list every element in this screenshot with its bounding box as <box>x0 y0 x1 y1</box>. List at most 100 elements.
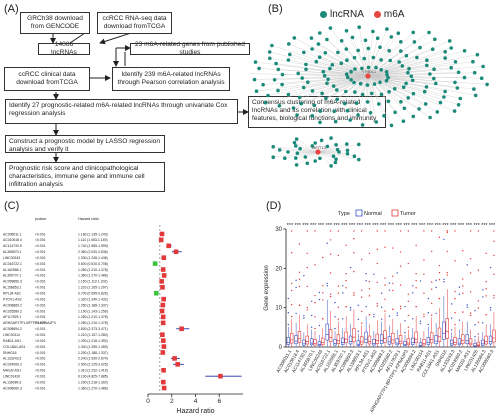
lncrna-node <box>305 161 310 166</box>
boxplot-box <box>286 337 291 345</box>
lncrna-node <box>378 45 382 49</box>
forest-gene-label: LINC00114 <box>3 333 20 337</box>
boxplot-outlier <box>306 252 308 255</box>
boxplot-outlier <box>373 316 375 318</box>
significance-stars: *** <box>294 223 301 229</box>
network-edge <box>367 54 478 77</box>
significance-stars: *** <box>302 223 309 229</box>
lncrna-node <box>418 45 422 50</box>
panel-label-a: (A) <box>4 3 19 15</box>
boxplot-outlier <box>334 327 336 330</box>
boxplot-outlier <box>469 272 472 274</box>
lncrna-node <box>473 93 478 98</box>
boxplot-outlier <box>365 272 367 275</box>
network-edge <box>334 75 369 112</box>
forest-point <box>159 308 165 314</box>
lncrna-node <box>319 138 324 143</box>
forest-hr-text: 2.240 (1.930-2.674) <box>78 357 108 361</box>
lncrna-node <box>268 56 272 61</box>
forest-x-tick-label: 0 <box>146 398 150 405</box>
lncrna-node <box>443 56 447 60</box>
boxplot-outlier <box>295 279 297 282</box>
boxplot-outlier <box>399 307 402 310</box>
lncrna-node <box>353 90 357 94</box>
boxplot-outlier <box>454 290 456 293</box>
forest-pvalue: <0.001 <box>35 292 46 296</box>
lncrna-node <box>462 75 467 80</box>
boxplot-box <box>453 337 457 345</box>
boxplot-outlier <box>314 301 316 304</box>
boxplot-outlier <box>290 282 293 285</box>
forest-gene-label: AF117829.1 <box>3 315 21 319</box>
forest-gene-label: MAGI2-AS1 <box>3 369 21 373</box>
lncrna-node <box>430 47 435 51</box>
forest-pvalue: <0.001 <box>35 333 46 337</box>
boxplot-outlier <box>399 230 402 232</box>
lncrna-node <box>379 68 383 72</box>
lncrna-node <box>412 40 417 44</box>
boxplot-box <box>422 339 426 346</box>
network-edge <box>367 50 465 77</box>
significance-stars: *** <box>411 223 418 229</box>
boxplot-outlier <box>474 310 476 312</box>
network-edge <box>288 75 369 95</box>
lncrna-node <box>344 29 349 33</box>
significance-stars: *** <box>310 223 317 229</box>
lncrna-node <box>280 72 285 77</box>
forest-hr-text: 1.280 (1.210-1.378) <box>78 321 108 325</box>
boxplot-outlier <box>380 306 383 309</box>
boxplot-outlier <box>477 300 480 302</box>
lncrna-node <box>257 66 261 71</box>
network-edge <box>350 75 369 121</box>
lncrna-node <box>393 110 397 115</box>
boxplot-outlier <box>399 284 402 286</box>
lncrna-node <box>287 42 291 46</box>
forest-pvalue: <0.001 <box>35 374 46 378</box>
boxplot-outlier <box>376 305 378 307</box>
network-edge <box>367 75 426 105</box>
forest-x-label: Hazard ratio <box>176 408 214 415</box>
forest-gene-label: AL133243.3 <box>3 357 21 361</box>
forest-hr-text: 1.210 (1.157-1.284) <box>78 333 108 337</box>
boxplot-box <box>473 343 477 347</box>
forest-point <box>173 249 179 255</box>
boxplot-outlier <box>388 289 391 291</box>
boxplot-outlier <box>412 292 414 294</box>
network-edge <box>367 75 402 102</box>
boxplot-outlier <box>306 309 308 311</box>
boxplot-outlier <box>435 312 437 315</box>
boxplot-y-tick-label: 0 <box>279 345 283 351</box>
network-edge <box>293 75 369 109</box>
lncrna-node <box>400 64 405 68</box>
lncrna-node <box>267 50 272 54</box>
lncrna-node <box>399 100 403 104</box>
lncrna-node <box>276 67 281 72</box>
boxplot-outlier <box>376 248 378 251</box>
lncrna-node <box>447 39 452 43</box>
significance-stars: *** <box>364 223 371 229</box>
significance-stars: *** <box>326 223 333 229</box>
lncrna-node <box>374 120 379 124</box>
legend-tumor-swatch <box>391 209 399 217</box>
lncrna-node <box>432 76 436 81</box>
lncrna-node <box>321 69 326 74</box>
lncrna-node <box>360 92 365 97</box>
forest-point <box>161 344 167 349</box>
network-edge <box>367 75 434 79</box>
lncrna-node <box>423 102 428 106</box>
boxplot-outlier <box>469 258 472 260</box>
boxplot-outlier <box>349 306 352 309</box>
legend-m6a: m6A <box>373 9 404 20</box>
forest-point <box>179 326 184 332</box>
network-edge <box>367 75 476 96</box>
boxplot-outlier <box>353 237 355 240</box>
lncrna-node <box>357 142 361 147</box>
lncrna-node <box>357 25 361 29</box>
forest-point <box>159 231 165 237</box>
lncrna-node <box>371 29 375 34</box>
forest-hr-text: 1.320 (1.240-1.432) <box>78 297 108 301</box>
forest-gene-label: LINC00243 <box>3 256 20 260</box>
network-edges <box>250 27 488 166</box>
boxplot-outlier <box>396 272 398 274</box>
lncrna-node <box>422 89 427 94</box>
